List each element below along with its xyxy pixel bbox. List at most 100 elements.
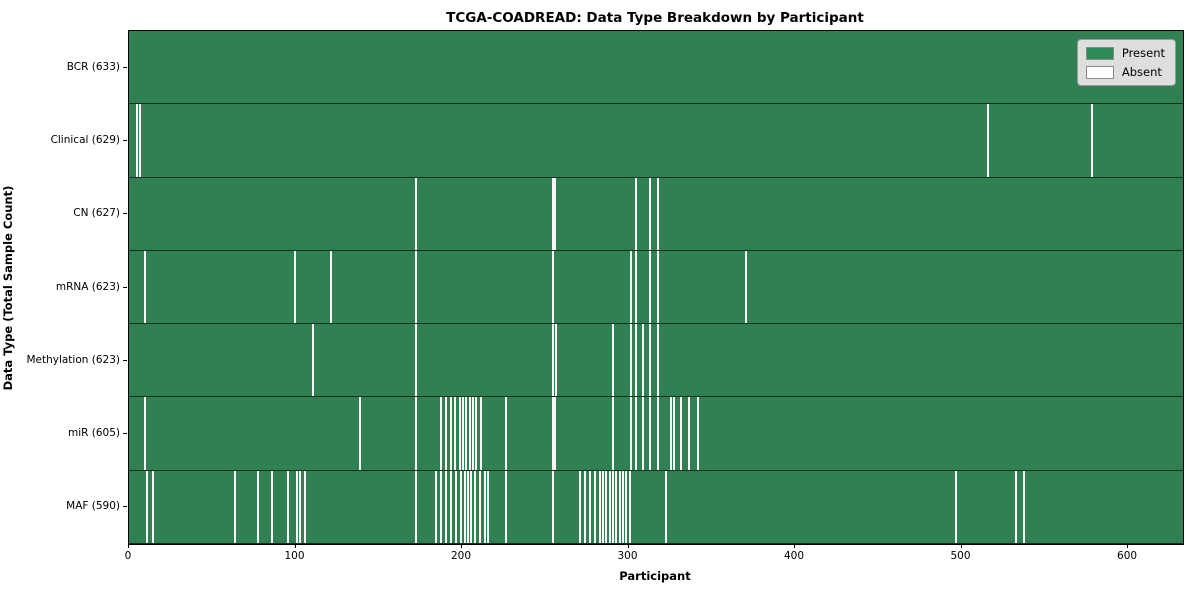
ytick-mark (123, 433, 127, 435)
absent-mark (635, 250, 638, 324)
ytick-mark (123, 506, 127, 508)
absent-mark (648, 177, 651, 250)
xtick-mark (960, 544, 962, 548)
absent-mark (293, 250, 296, 324)
absent-mark (656, 397, 659, 470)
absent-mark (440, 470, 443, 543)
xtick-label-500: 500 (950, 550, 971, 562)
ytick-mark (123, 66, 127, 68)
xtick-label-600: 600 (1117, 550, 1138, 562)
xtick-label-400: 400 (784, 550, 805, 562)
absent-mark (145, 470, 148, 543)
absent-mark (473, 470, 476, 543)
absent-mark (460, 470, 463, 543)
absent-mark (270, 470, 273, 543)
heatmap-row-mrna (129, 250, 1183, 325)
xtick-mark (794, 544, 796, 548)
absent-mark (630, 397, 633, 470)
heatmap-row-maf (129, 470, 1183, 544)
absent-mark (628, 470, 631, 543)
absent-mark (688, 397, 691, 470)
absent-mark (455, 470, 458, 543)
absent-mark (440, 397, 443, 470)
absent-mark (257, 470, 260, 543)
absent-mark (665, 470, 668, 543)
absent-mark (472, 397, 474, 470)
absent-mark (648, 397, 651, 470)
legend: Present Absent (1076, 39, 1176, 86)
absent-mark (615, 470, 618, 543)
absent-mark (415, 250, 418, 324)
absent-mark (625, 470, 628, 543)
absent-mark (578, 470, 581, 543)
legend-label-absent: Absent (1121, 65, 1162, 79)
absent-mark (303, 470, 306, 543)
absent-mark (233, 470, 236, 543)
xtick-mark (294, 544, 296, 548)
absent-mark (673, 397, 676, 470)
absent-mark (593, 470, 596, 543)
absent-mark (480, 397, 483, 470)
absent-mark (611, 470, 614, 543)
absent-mark (462, 397, 465, 470)
absent-mark (635, 177, 638, 250)
absent-mark (415, 470, 418, 543)
absent-mark (135, 104, 138, 177)
ytick-mark (123, 139, 127, 141)
absent-mark (505, 470, 508, 543)
absent-mark (298, 470, 301, 543)
ytick-label-cn: CN (627) (73, 207, 120, 220)
absent-mark (445, 397, 448, 470)
absent-mark (630, 324, 633, 397)
absent-mark (475, 397, 478, 470)
xtick-mark (1127, 544, 1129, 548)
legend-item-absent: Absent (1085, 65, 1165, 79)
xtick-label-200: 200 (450, 550, 472, 562)
absent-mark (287, 470, 290, 543)
absent-mark (1014, 470, 1017, 543)
ytick-label-maf: MAF (590) (66, 500, 120, 513)
absent-mark (605, 470, 608, 543)
absent-mark (551, 177, 554, 250)
absent-mark (551, 397, 554, 470)
absent-mark (465, 397, 468, 470)
absent-mark (138, 104, 141, 177)
chart-title: TCGA-COADREAD: Data Type Breakdown by Pa… (446, 10, 864, 26)
absent-mark (551, 470, 554, 543)
absent-mark (745, 250, 748, 324)
heatmap-row-clinical (129, 104, 1183, 178)
absent-mark (152, 470, 155, 543)
xtick-mark (627, 544, 629, 548)
absent-mark (551, 324, 554, 397)
ytick-label-mir: miR (605) (67, 427, 120, 440)
absent-mark (330, 250, 333, 324)
legend-label-present: Present (1121, 46, 1165, 60)
x-axis-label: Participant (619, 569, 691, 583)
xtick-label-100: 100 (284, 550, 305, 562)
ytick-mark (123, 213, 127, 215)
absent-mark (483, 470, 486, 543)
ytick-label-bcr: BCR (633) (66, 60, 120, 73)
absent-mark (611, 324, 614, 397)
present-swatch (1085, 46, 1114, 60)
absent-mark (1023, 470, 1026, 543)
absent-mark (553, 177, 556, 250)
absent-mark (312, 324, 315, 397)
absent-mark (463, 470, 466, 543)
absent-mark (478, 470, 481, 543)
absent-mark (505, 397, 508, 470)
absent-mark (415, 397, 418, 470)
absent-mark (143, 397, 146, 470)
absent-mark (583, 470, 586, 543)
absent-mark (611, 397, 614, 470)
heatmap-row-methylation (129, 324, 1183, 398)
absent-mark (453, 397, 456, 470)
ytick-mark (123, 286, 127, 288)
heatmap-row-mir (129, 397, 1183, 471)
absent-mark (656, 250, 659, 324)
xtick-label-300: 300 (617, 550, 638, 562)
absent-mark (450, 470, 453, 543)
absent-mark (415, 324, 418, 397)
absent-mark (648, 250, 651, 324)
